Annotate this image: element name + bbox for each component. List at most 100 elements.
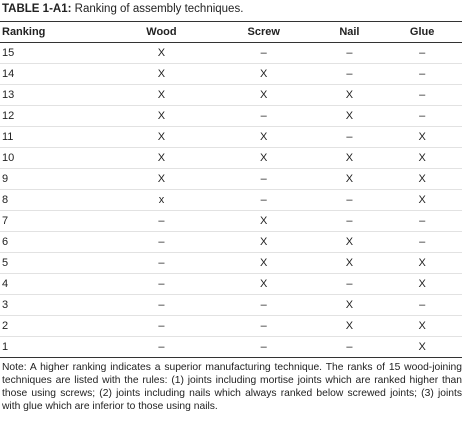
table-cell: – (382, 210, 462, 232)
table-cell: 9 (0, 168, 112, 190)
header-row: Ranking Wood Screw Nail Glue (0, 21, 462, 43)
table-row: 1– – – X (0, 336, 462, 358)
header-cell: Ranking (0, 21, 112, 43)
table-caption: TABLE 1-A1: Ranking of assembly techniqu… (2, 3, 243, 15)
table-cell: X (112, 126, 211, 148)
table-cell: X (210, 84, 317, 106)
table-cell: – (382, 84, 462, 106)
table: Ranking Wood Screw Nail Glue 15 X – – –14 X X – –13 X… (0, 21, 462, 358)
header-cell: Screw (210, 21, 317, 43)
table-cell: 1 (0, 336, 112, 358)
table-cell: – (210, 315, 317, 337)
table-cell: – (316, 210, 383, 232)
table-cell: 6 (0, 231, 112, 253)
table-cell: X (316, 105, 383, 127)
table-cell: X (316, 252, 383, 274)
table-cell: – (382, 231, 462, 253)
table-cell: X (210, 147, 317, 169)
table-cell: – (382, 294, 462, 316)
table-cell: – (210, 168, 317, 190)
table-row: 13 X X X – (0, 84, 462, 106)
table-row: 12 X – X – (0, 105, 462, 127)
table-row: 15 X – – – (0, 42, 462, 64)
table-cell: X (210, 126, 317, 148)
table-cell: X (210, 273, 317, 295)
table-cell: – (316, 126, 383, 148)
table-cell: – (316, 273, 383, 295)
table-cell: X (210, 210, 317, 232)
header-cell: Glue (382, 21, 462, 43)
table-cell: X (112, 42, 211, 64)
caption-label: TABLE 1-A1: (2, 3, 72, 15)
table-cell: – (112, 231, 211, 253)
table-cell: 11 (0, 126, 112, 148)
table-cell: X (316, 294, 383, 316)
header-cell: Wood (112, 21, 211, 43)
table-cell: 2 (0, 315, 112, 337)
table-cell: X (112, 105, 211, 127)
table-cell: – (112, 294, 211, 316)
table-cell: – (210, 105, 317, 127)
table-cell: X (382, 252, 462, 274)
table-row: 7– X – – (0, 210, 462, 232)
table-cell: X (316, 168, 383, 190)
table-cell: X (112, 63, 211, 85)
table-cell: X (382, 168, 462, 190)
table-row: 10 X X X X (0, 147, 462, 169)
table-cell: X (316, 231, 383, 253)
table-cell: X (382, 315, 462, 337)
table-body: 15 X – – –14 X X – –13 X X X –12 X – X –11 X X – X 10 X X X X 9 X – X… (0, 42, 462, 358)
table-cell: – (210, 42, 317, 64)
table-cell: X (382, 273, 462, 295)
table-cell: 5 (0, 252, 112, 274)
table-cell: x (112, 189, 211, 211)
table-cell: – (316, 63, 383, 85)
table-row: 3– – X – (0, 294, 462, 316)
table-cell: – (112, 273, 211, 295)
table-cell: – (112, 336, 211, 358)
table-row: 8 x – – X (0, 189, 462, 211)
table-cell: X (316, 315, 383, 337)
table-cell: – (210, 336, 317, 358)
table-note: Note: A higher ranking indicates a super… (2, 362, 462, 412)
table-cell: 4 (0, 273, 112, 295)
table-row: 11 X X – X (0, 126, 462, 148)
table-cell: – (382, 63, 462, 85)
table-row: 2– – X X (0, 315, 462, 337)
table-cell: 14 (0, 63, 112, 85)
table-cell: – (316, 42, 383, 64)
table-cell: – (210, 294, 317, 316)
table-cell: X (316, 147, 383, 169)
table-cell: 3 (0, 294, 112, 316)
table-row: 14 X X – – (0, 63, 462, 85)
table-cell: – (382, 42, 462, 64)
table-cell: X (382, 147, 462, 169)
table-cell: – (112, 315, 211, 337)
table-cell: – (316, 189, 383, 211)
table-row: 9 X – X X (0, 168, 462, 190)
header-cell: Nail (316, 21, 383, 43)
caption-text: Ranking of assembly techniques. (74, 3, 244, 15)
table-cell: – (210, 189, 317, 211)
table-cell: – (382, 105, 462, 127)
table-cell: X (316, 84, 383, 106)
table-cell: – (316, 336, 383, 358)
table-cell: X (210, 231, 317, 253)
table-row: 5– X X X (0, 252, 462, 274)
table-cell: 8 (0, 189, 112, 211)
table-cell: X (112, 168, 211, 190)
table-cell: X (210, 63, 317, 85)
table-row: 6– X X – (0, 231, 462, 253)
table-cell: 10 (0, 147, 112, 169)
table-cell: 12 (0, 105, 112, 127)
table-cell: X (382, 336, 462, 358)
table-cell: 15 (0, 42, 112, 64)
table-row: 4– X – X (0, 273, 462, 295)
table-cell: – (112, 210, 211, 232)
table-cell: 13 (0, 84, 112, 106)
table-cell: 7 (0, 210, 112, 232)
table-cell: – (112, 252, 211, 274)
table-cell: X (210, 252, 317, 274)
table-cell: X (382, 126, 462, 148)
